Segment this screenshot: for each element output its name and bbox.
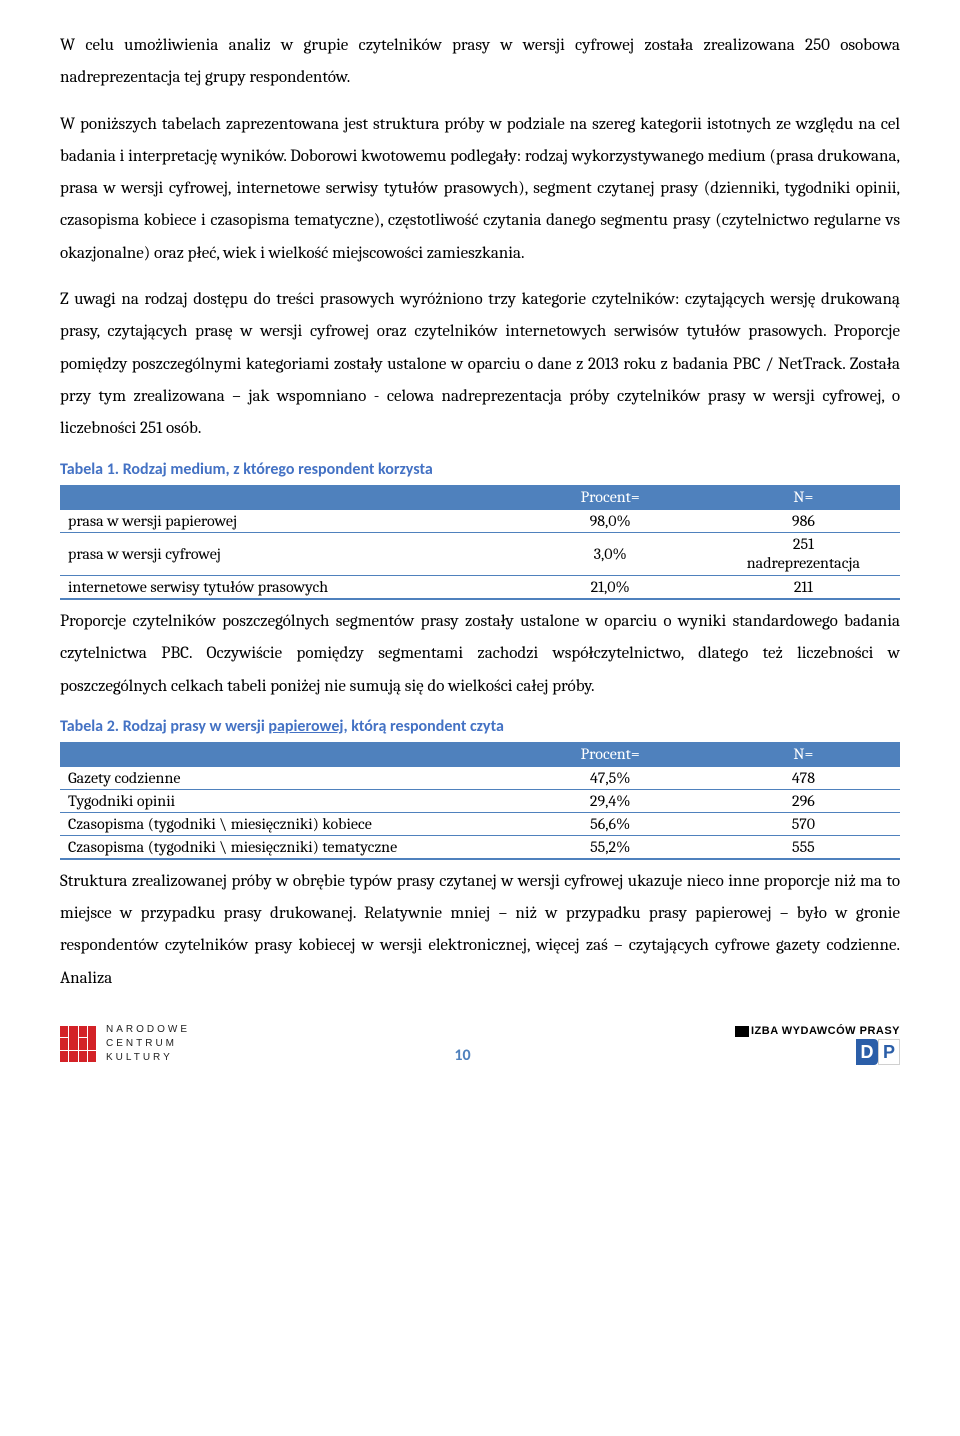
cell-n: 251 nadreprezentacja [707,532,900,575]
paragraph-2: W poniższych tabelach zaprezentowana jes… [60,109,900,270]
table2-header-percent: Procent= [514,742,707,767]
cell-pct: 3,0% [514,532,707,575]
cell-n: 211 [707,575,900,599]
cell-label: Gazety codzienne [60,766,514,789]
cell-n: 478 [707,766,900,789]
table-row: Tygodniki opinii 29,4% 296 [60,789,900,812]
table2-title-prefix: Tabela 2. Rodzaj prasy w wersji [60,717,268,736]
cell-label: prasa w wersji papierowej [60,509,514,532]
table1: Procent= N= prasa w wersji papierowej 98… [60,485,900,600]
table2-title: Tabela 2. Rodzaj prasy w wersji papierow… [60,717,900,736]
nck-text: NARODOWE CENTRUM KULTURY [106,1023,190,1065]
cell-n: 570 [707,812,900,835]
cell-pct: 21,0% [514,575,707,599]
table2-title-underlined: papierowej [268,717,343,736]
cell-n: 296 [707,789,900,812]
cell-label: internetowe serwisy tytułów prasowych [60,575,514,599]
table1-header-empty [60,485,514,510]
table-row: prasa w wersji papierowej 98,0% 986 [60,509,900,532]
table-row: internetowe serwisy tytułów prasowych 21… [60,575,900,599]
iwp-d: D [856,1039,878,1065]
table1-header-n: N= [707,485,900,510]
cell-label: Tygodniki opinii [60,789,514,812]
cell-n: 555 [707,835,900,859]
paragraph-5: Struktura zrealizowanej próby w obrębie … [60,866,900,995]
paragraph-1: W celu umożliwienia analiz w grupie czyt… [60,30,900,95]
cell-n: 986 [707,509,900,532]
cell-pct: 55,2% [514,835,707,859]
black-square-icon [735,1026,749,1037]
table2: Procent= N= Gazety codzienne 47,5% 478 T… [60,742,900,860]
nck-line3: KULTURY [106,1051,190,1065]
page-number: 10 [454,1046,470,1065]
table-row: Czasopisma (tygodniki \ miesięczniki) ko… [60,812,900,835]
nck-line2: CENTRUM [106,1037,190,1051]
cell-label: Czasopisma (tygodniki \ miesięczniki) te… [60,835,514,859]
paragraph-3: Z uwagi na rodzaj dostępu do treści pras… [60,284,900,445]
logo-iwp: IZBA WYDAWCÓW PRASY D P [735,1025,900,1065]
table2-header-n: N= [707,742,900,767]
table-row: Czasopisma (tygodniki \ miesięczniki) te… [60,835,900,859]
logo-nck: NARODOWE CENTRUM KULTURY [60,1023,190,1065]
iwp-dp-icon: D P [856,1039,900,1065]
page-footer: NARODOWE CENTRUM KULTURY 10 IZBA WYDAWCÓ… [60,1023,900,1065]
nck-line1: NARODOWE [106,1023,190,1037]
table2-title-suffix: , którą respondent czyta [343,717,503,736]
cell-pct: 56,6% [514,812,707,835]
table2-header-empty [60,742,514,767]
table-row: prasa w wersji cyfrowej 3,0% 251 nadrepr… [60,532,900,575]
table1-title: Tabela 1. Rodzaj medium, z którego respo… [60,460,900,479]
paragraph-4: Proporcje czytelników poszczególnych seg… [60,606,900,703]
cell-label: prasa w wersji cyfrowej [60,532,514,575]
iwp-bar: IZBA WYDAWCÓW PRASY [735,1025,900,1037]
iwp-text: IZBA WYDAWCÓW PRASY [751,1025,900,1037]
cell-label: Czasopisma (tygodniki \ miesięczniki) ko… [60,812,514,835]
cell-pct: 47,5% [514,766,707,789]
table1-header-percent: Procent= [514,485,707,510]
table-row: Gazety codzienne 47,5% 478 [60,766,900,789]
iwp-p: P [878,1039,900,1065]
cell-pct: 29,4% [514,789,707,812]
nck-brandmark-icon [60,1026,96,1062]
cell-pct: 98,0% [514,509,707,532]
